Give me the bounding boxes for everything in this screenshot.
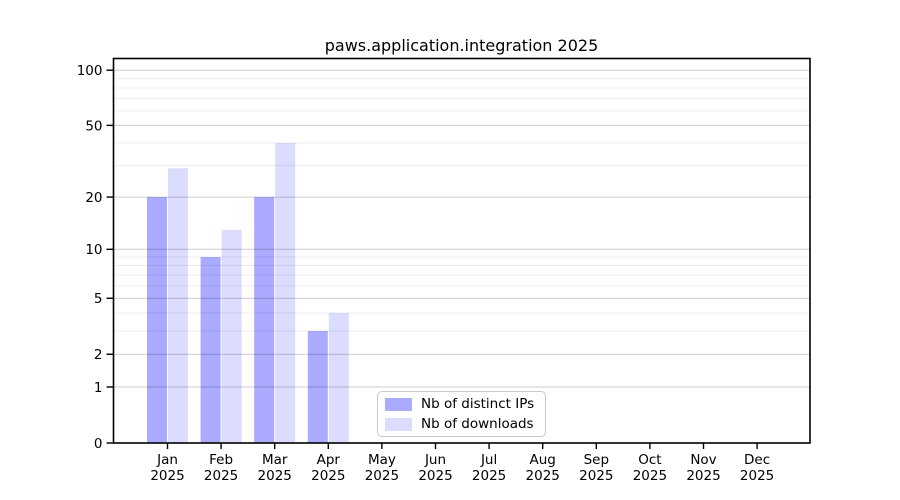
x-tick-label: Jul 2025 <box>472 452 506 484</box>
bar-distinct-ips-feb <box>200 257 221 443</box>
y-tick-label: 100 <box>77 63 103 79</box>
bar-downloads-jan <box>168 168 188 444</box>
y-tick-label: 5 <box>94 291 103 307</box>
x-tick-label: Jan 2025 <box>150 452 184 484</box>
bar-distinct-ips-apr <box>307 331 328 443</box>
legend: Nb of distinct IPs Nb of downloads <box>377 391 546 437</box>
bar-downloads-mar <box>275 143 296 443</box>
x-tick-label: Sep 2025 <box>579 452 613 484</box>
legend-row-downloads: Nb of downloads <box>385 416 545 432</box>
bar-downloads-apr <box>328 312 349 443</box>
y-tick-label: 0 <box>94 436 103 452</box>
bar-distinct-ips-mar <box>254 197 275 443</box>
y-tick-label: 10 <box>85 242 102 258</box>
plot-border <box>112 57 811 444</box>
legend-label-distinct-ips: Nb of distinct IPs <box>421 396 535 412</box>
y-tick-label: 1 <box>94 380 103 396</box>
bar-downloads-feb <box>221 229 242 443</box>
y-tick-label: 50 <box>85 118 102 134</box>
x-tick-label: Oct 2025 <box>633 452 667 484</box>
legend-swatch-downloads <box>385 417 412 431</box>
bar-distinct-ips-jan <box>147 197 167 443</box>
x-tick-label: Aug 2025 <box>526 452 560 484</box>
legend-swatch-distinct-ips <box>385 397 412 411</box>
y-tick-label: 20 <box>85 190 102 206</box>
y-tick-label: 2 <box>94 347 103 363</box>
chart-title: paws.application.integration 2025 <box>324 36 599 55</box>
x-tick-label: Apr 2025 <box>311 452 345 484</box>
x-tick-label: Mar 2025 <box>258 452 292 484</box>
legend-row-distinct-ips: Nb of distinct IPs <box>385 396 545 412</box>
legend-label-downloads: Nb of downloads <box>421 416 534 432</box>
x-tick-label: Nov 2025 <box>686 452 720 484</box>
x-tick-label: Jun 2025 <box>418 452 452 484</box>
x-tick-label: Dec 2025 <box>740 452 774 484</box>
x-tick-label: Feb 2025 <box>204 452 238 484</box>
x-tick-label: May 2025 <box>365 452 399 484</box>
